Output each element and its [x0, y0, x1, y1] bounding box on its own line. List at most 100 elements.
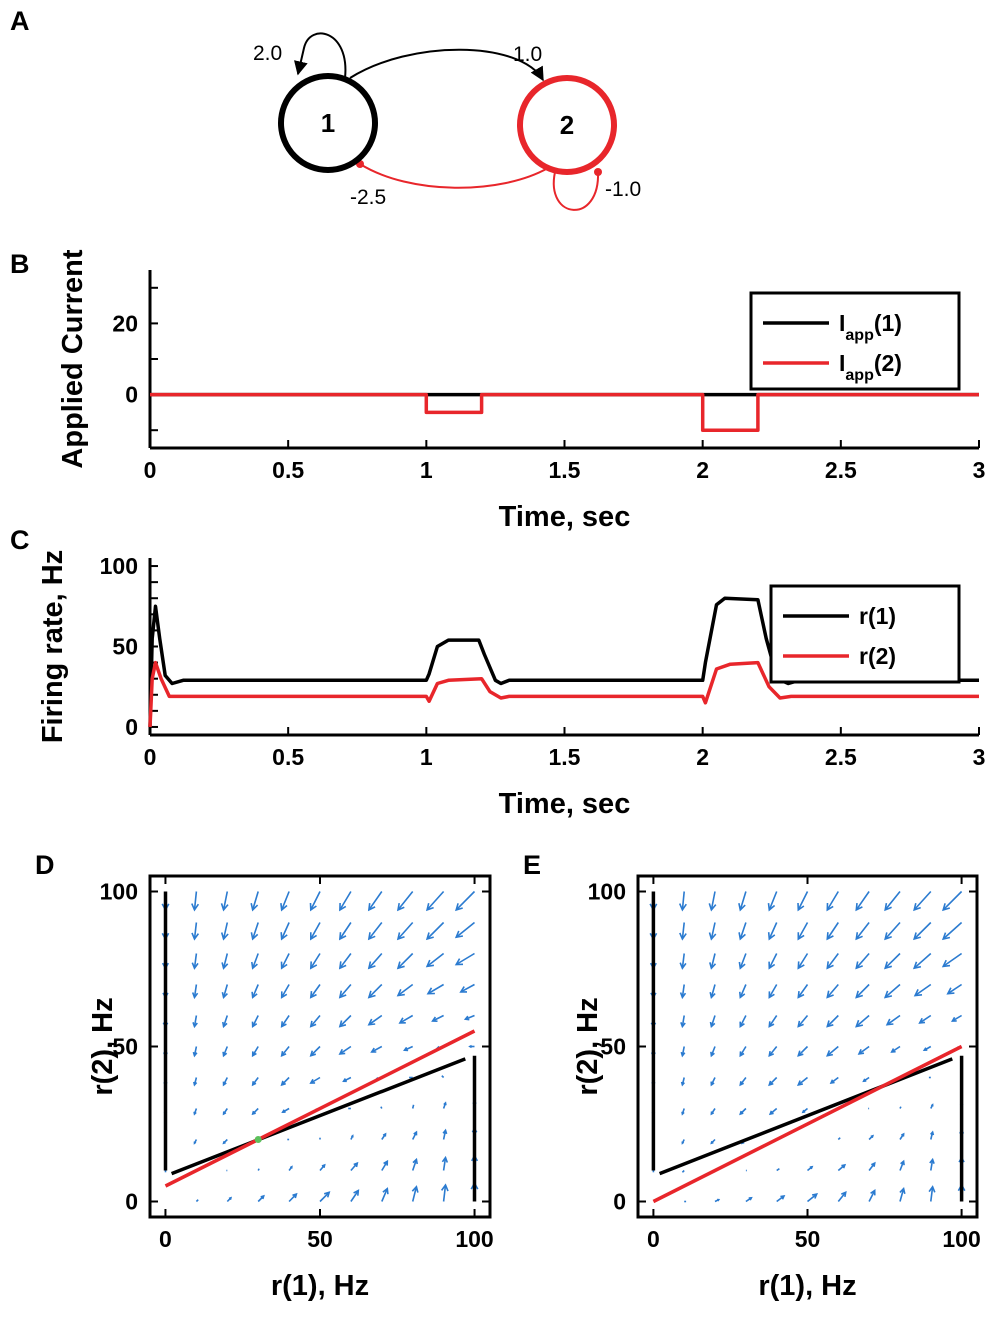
quiver-arrowhead — [797, 961, 805, 970]
quiver-arrow — [776, 1168, 780, 1172]
quiver-arrowhead — [350, 1134, 354, 1138]
x-tick-label: 2 — [696, 457, 709, 483]
quiver-arrowhead — [309, 902, 317, 912]
quiver-arrow — [339, 983, 352, 998]
quiver-arrow — [768, 984, 778, 998]
quiver-arrowhead — [442, 1128, 448, 1135]
quiver-arrowhead — [396, 961, 405, 970]
quiver-arrowhead — [913, 989, 923, 997]
quiver-arrowhead — [220, 932, 229, 941]
quiver-arrowhead — [710, 1141, 714, 1145]
quiver-arrowhead — [251, 1021, 258, 1028]
quiver-arrow — [826, 922, 839, 940]
quiver-arrow — [310, 922, 321, 940]
quiver-arrowhead — [855, 990, 864, 999]
quiver-arrow — [193, 953, 198, 969]
series-line-2 — [148, 660, 979, 728]
quiver-arrowhead — [710, 1081, 715, 1087]
quiver-arrow — [681, 891, 685, 910]
panel-e: 0 50 100 0 50 100 r(1), Hz r(2), Hz E — [523, 850, 981, 1302]
quiver-arrowhead — [321, 1163, 326, 1168]
quiver-arrow — [710, 984, 716, 998]
quiver-arrowhead — [413, 1130, 418, 1136]
quiver-arrow — [942, 952, 963, 968]
x-tick-label: 50 — [795, 1226, 821, 1252]
fixed-point-marker — [254, 1136, 262, 1143]
quiver-arrowhead — [680, 1022, 686, 1029]
quiver-arrow — [914, 983, 932, 997]
legend-entry: Iapp(2) — [839, 350, 902, 384]
edge-1-to-2 — [349, 48, 544, 82]
quiver-arrow — [339, 891, 352, 911]
node-2 — [517, 75, 617, 175]
x-tick-label: 0 — [144, 744, 157, 770]
quiver-arrowhead — [222, 1111, 227, 1116]
legend: Iapp(1) Iapp(2) — [749, 291, 961, 391]
quiver-arrowhead — [191, 903, 200, 912]
quiver-field — [649, 890, 966, 1203]
quiver-arrowhead — [797, 932, 805, 941]
x-axis-label: Time, sec — [499, 788, 631, 820]
quiver-arrowhead — [884, 961, 893, 970]
nullcline-r2 — [652, 1044, 963, 1204]
weight-w21: -2.5 — [350, 186, 386, 209]
y-tick-label: 50 — [112, 1034, 138, 1060]
quiver-arrowhead — [382, 1187, 389, 1195]
quiver-arrow — [930, 1159, 934, 1171]
quiver-arrow — [339, 953, 352, 969]
quiver-arrow — [739, 891, 747, 911]
quiver-arrowhead — [398, 1017, 406, 1024]
series-line-2 — [150, 392, 979, 432]
quiver-arrowhead — [222, 1021, 228, 1029]
quiver-arrowhead — [739, 991, 746, 999]
quiver-arrowhead — [338, 990, 347, 999]
quiver-arrowhead — [739, 1110, 744, 1116]
quiver-arrowhead — [829, 1079, 835, 1084]
quiver-arrowhead — [767, 932, 776, 941]
panel-b: 0 0.5 1 1.5 2 2.5 3 0 20 Time, sec Applied Current… — [10, 249, 985, 533]
quiver-arrowhead — [383, 1159, 389, 1166]
x-tick-label: 1 — [420, 457, 433, 483]
quiver-arrowhead — [396, 988, 405, 997]
quiver-arrowhead — [678, 903, 687, 912]
quiver-arrow — [797, 891, 809, 911]
quiver-arrow — [193, 1015, 198, 1027]
y-tick-label: 100 — [100, 553, 138, 579]
quiver-arrowhead — [431, 1016, 438, 1022]
quiver-arrow — [886, 1014, 901, 1026]
quiver-arrow — [919, 1014, 932, 1024]
quiver-arrow — [806, 1193, 818, 1203]
inhibitory-terminal-2 — [594, 168, 602, 176]
quiver-arrowhead — [929, 1157, 935, 1164]
quiver-arrowhead — [403, 1046, 409, 1052]
quiver-arrow — [739, 953, 747, 969]
y-tick-label: 0 — [125, 1189, 138, 1215]
quiver-arrow — [281, 1045, 290, 1057]
series-line-1 — [148, 596, 979, 728]
quiver-arrowhead — [900, 1159, 905, 1166]
quiver-arrowhead — [768, 991, 775, 999]
x-tick-label: 0 — [647, 1226, 660, 1252]
quiver-arrow — [681, 922, 685, 940]
quiver-arrow — [826, 891, 839, 911]
quiver-arrowhead — [193, 1111, 197, 1116]
quiver-arrowhead — [309, 1050, 317, 1057]
quiver-arrowhead — [946, 987, 955, 995]
self-loop-1 — [294, 32, 347, 79]
quiver-arrow — [397, 891, 414, 911]
x-tick-label: 1.5 — [549, 744, 581, 770]
network-diagram: A 2.0 1.0 -2.5 -1.0 1 2 — [10, 6, 641, 211]
quiver-arrow — [251, 984, 259, 998]
quiver-arrowhead — [370, 1047, 377, 1053]
quiver-arrow — [947, 983, 963, 995]
quiver-arrow — [837, 1137, 841, 1141]
quiver-arrowhead — [455, 903, 463, 912]
quiver-arrowhead — [708, 903, 717, 912]
x-tick-label: 2.5 — [825, 744, 857, 770]
quiver-arrowhead — [280, 961, 288, 970]
quiver-arrowhead — [426, 987, 435, 995]
quiver-arrowhead — [826, 1020, 834, 1028]
quiver-arrowhead — [680, 1051, 686, 1058]
quiver-arrow — [710, 891, 716, 911]
quiver-arrow — [913, 890, 932, 911]
